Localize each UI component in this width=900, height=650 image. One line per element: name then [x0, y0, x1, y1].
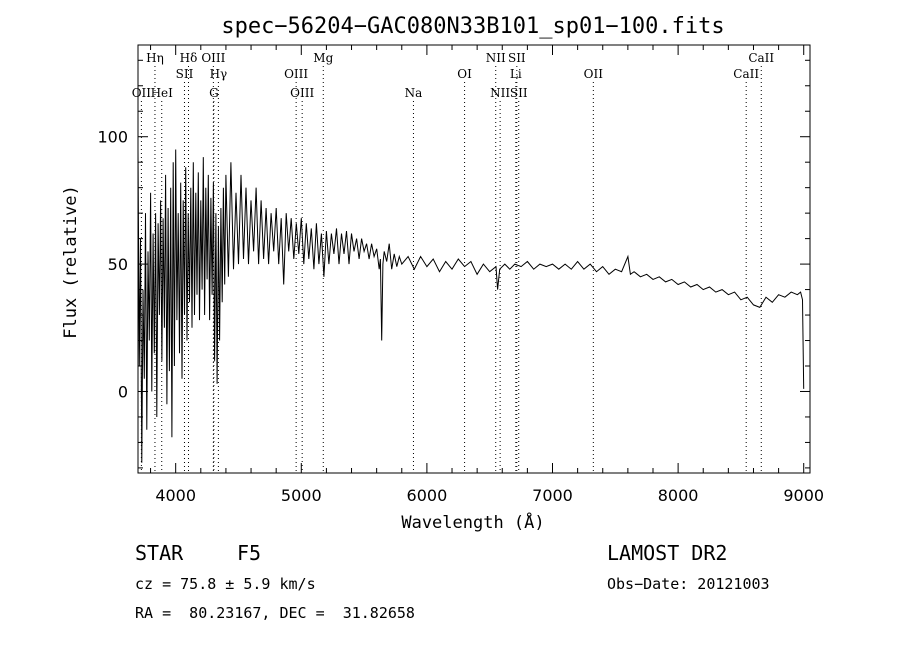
object-class: STAR	[135, 541, 184, 565]
obs-date: Obs−Date: 20121003	[607, 575, 770, 593]
spectral-line-label: OII	[132, 86, 152, 100]
spectral-line-label: Hδ	[180, 51, 198, 65]
y-axis-label: Flux (relative)	[61, 185, 81, 339]
x-tick-label: 7000	[532, 486, 573, 505]
spectral-line-label: Mg	[313, 51, 333, 65]
plot-frame	[137, 44, 811, 474]
x-tick-label: 8000	[658, 486, 699, 505]
coordinates: RA = 80.23167, DEC = 31.82658	[135, 604, 415, 622]
spectral-line-label: SII	[510, 86, 528, 100]
x-tick-label: 6000	[407, 486, 448, 505]
spectral-subclass: F5	[237, 541, 262, 565]
spectral-line-label: HeI	[151, 86, 174, 100]
spectral-line-label: OII	[584, 67, 604, 81]
spectral-line-label: OI	[457, 67, 472, 81]
spectral-line-label: CaII	[733, 67, 759, 81]
spectral-line-label: OIII	[290, 86, 314, 100]
x-tick-label: 9000	[783, 486, 824, 505]
spectral-line-label: OIII	[201, 51, 225, 65]
x-tick-label: 5000	[281, 486, 322, 505]
spectrum-line	[137, 149, 805, 463]
x-tick-label: 4000	[155, 486, 196, 505]
y-tick-label: 100	[97, 128, 128, 147]
spectral-line-label: Hη	[146, 51, 164, 65]
y-tick-label: 50	[108, 255, 128, 274]
spectral-line-label: SII	[176, 67, 194, 81]
spectral-line-label: SII	[508, 51, 526, 65]
survey-name: LAMOST DR2	[607, 541, 728, 565]
spectral-line-label: NII	[486, 51, 506, 65]
spectral-line-label: G	[209, 86, 219, 100]
x-axis-label: Wavelength (Å)	[401, 511, 544, 533]
spectral-line-label: OIII	[284, 67, 308, 81]
redshift-readout: cz = 75.8 ± 5.9 km/s	[135, 575, 316, 593]
spectral-line-label: Li	[510, 67, 522, 81]
chart-title: spec−56204−GAC080N33B101_sp01−100.fits	[221, 14, 724, 39]
spectral-line-label: CaII	[748, 51, 774, 65]
spectral-line-label: Na	[405, 86, 423, 100]
y-tick-label: 0	[118, 382, 128, 401]
x-axis: 4000 5000 6000 7000 8000 9000	[150, 45, 824, 505]
spectral-line-label: NII	[490, 86, 510, 100]
spectral-line-label: Hγ	[210, 67, 228, 81]
